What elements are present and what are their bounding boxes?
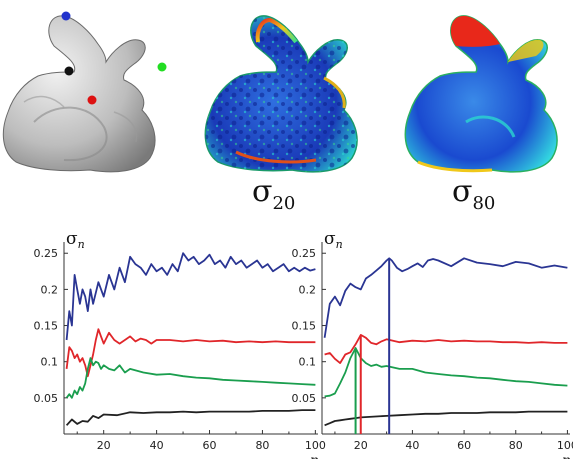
y-tick-label: 0.05: [34, 392, 59, 405]
series-green-line: [324, 347, 568, 398]
blue-point: [61, 11, 71, 21]
y-tick-label: 0.25: [292, 247, 317, 260]
chart-left: 0.05 0.1 0.15 0.2 0.25 20 40 60 80 100 σn n: [34, 229, 326, 459]
x-tick-label: 80: [255, 439, 269, 452]
series-red-line: [65, 328, 316, 378]
sigma20-bunny: [204, 15, 358, 173]
y-axis-label: σn: [66, 229, 85, 251]
y-tick-label: 0.2: [299, 283, 317, 296]
y-tick-label: 0.2: [41, 283, 59, 296]
x-tick-label: 60: [203, 439, 217, 452]
y-tick-label: 0.1: [299, 356, 317, 369]
series-blue-line: [323, 257, 568, 338]
marker-points: [61, 11, 167, 105]
x-tick-label: 100: [305, 439, 326, 452]
gray-bunny: [2, 15, 156, 173]
series-black-line: [65, 409, 316, 426]
x-tick-label: 100: [557, 439, 573, 452]
x-tick-label: 40: [150, 439, 164, 452]
series-blue-line: [65, 252, 316, 341]
x-tick-label: 80: [509, 439, 523, 452]
sigma80-label: σ80: [452, 174, 495, 214]
x-tick-label: 40: [405, 439, 419, 452]
y-tick-label: 0.25: [34, 247, 59, 260]
red-point: [87, 95, 97, 105]
series-green-line: [65, 357, 316, 399]
x-tick-label: 60: [457, 439, 471, 452]
green-point: [157, 62, 167, 72]
series-black-line: [324, 410, 568, 427]
y-tick-label: 0.05: [292, 392, 317, 405]
black-point: [64, 66, 74, 76]
series-red-line: [324, 333, 568, 365]
y-tick-label: 0.1: [41, 356, 59, 369]
chart-right: 0.05 0.1 0.15 0.2 0.25 20 40 60 80 100 σn n: [292, 229, 573, 459]
y-axis-label: σn: [324, 229, 343, 251]
x-tick-label: 20: [97, 439, 111, 452]
x-axis-label: n: [562, 453, 571, 459]
sigma80-bunny: [404, 15, 558, 173]
x-axis-label: n: [310, 453, 319, 459]
y-tick-label: 0.15: [292, 320, 317, 333]
sigma20-label: σ20: [252, 174, 295, 214]
y-tick-label: 0.15: [34, 320, 59, 333]
x-tick-label: 20: [354, 439, 368, 452]
